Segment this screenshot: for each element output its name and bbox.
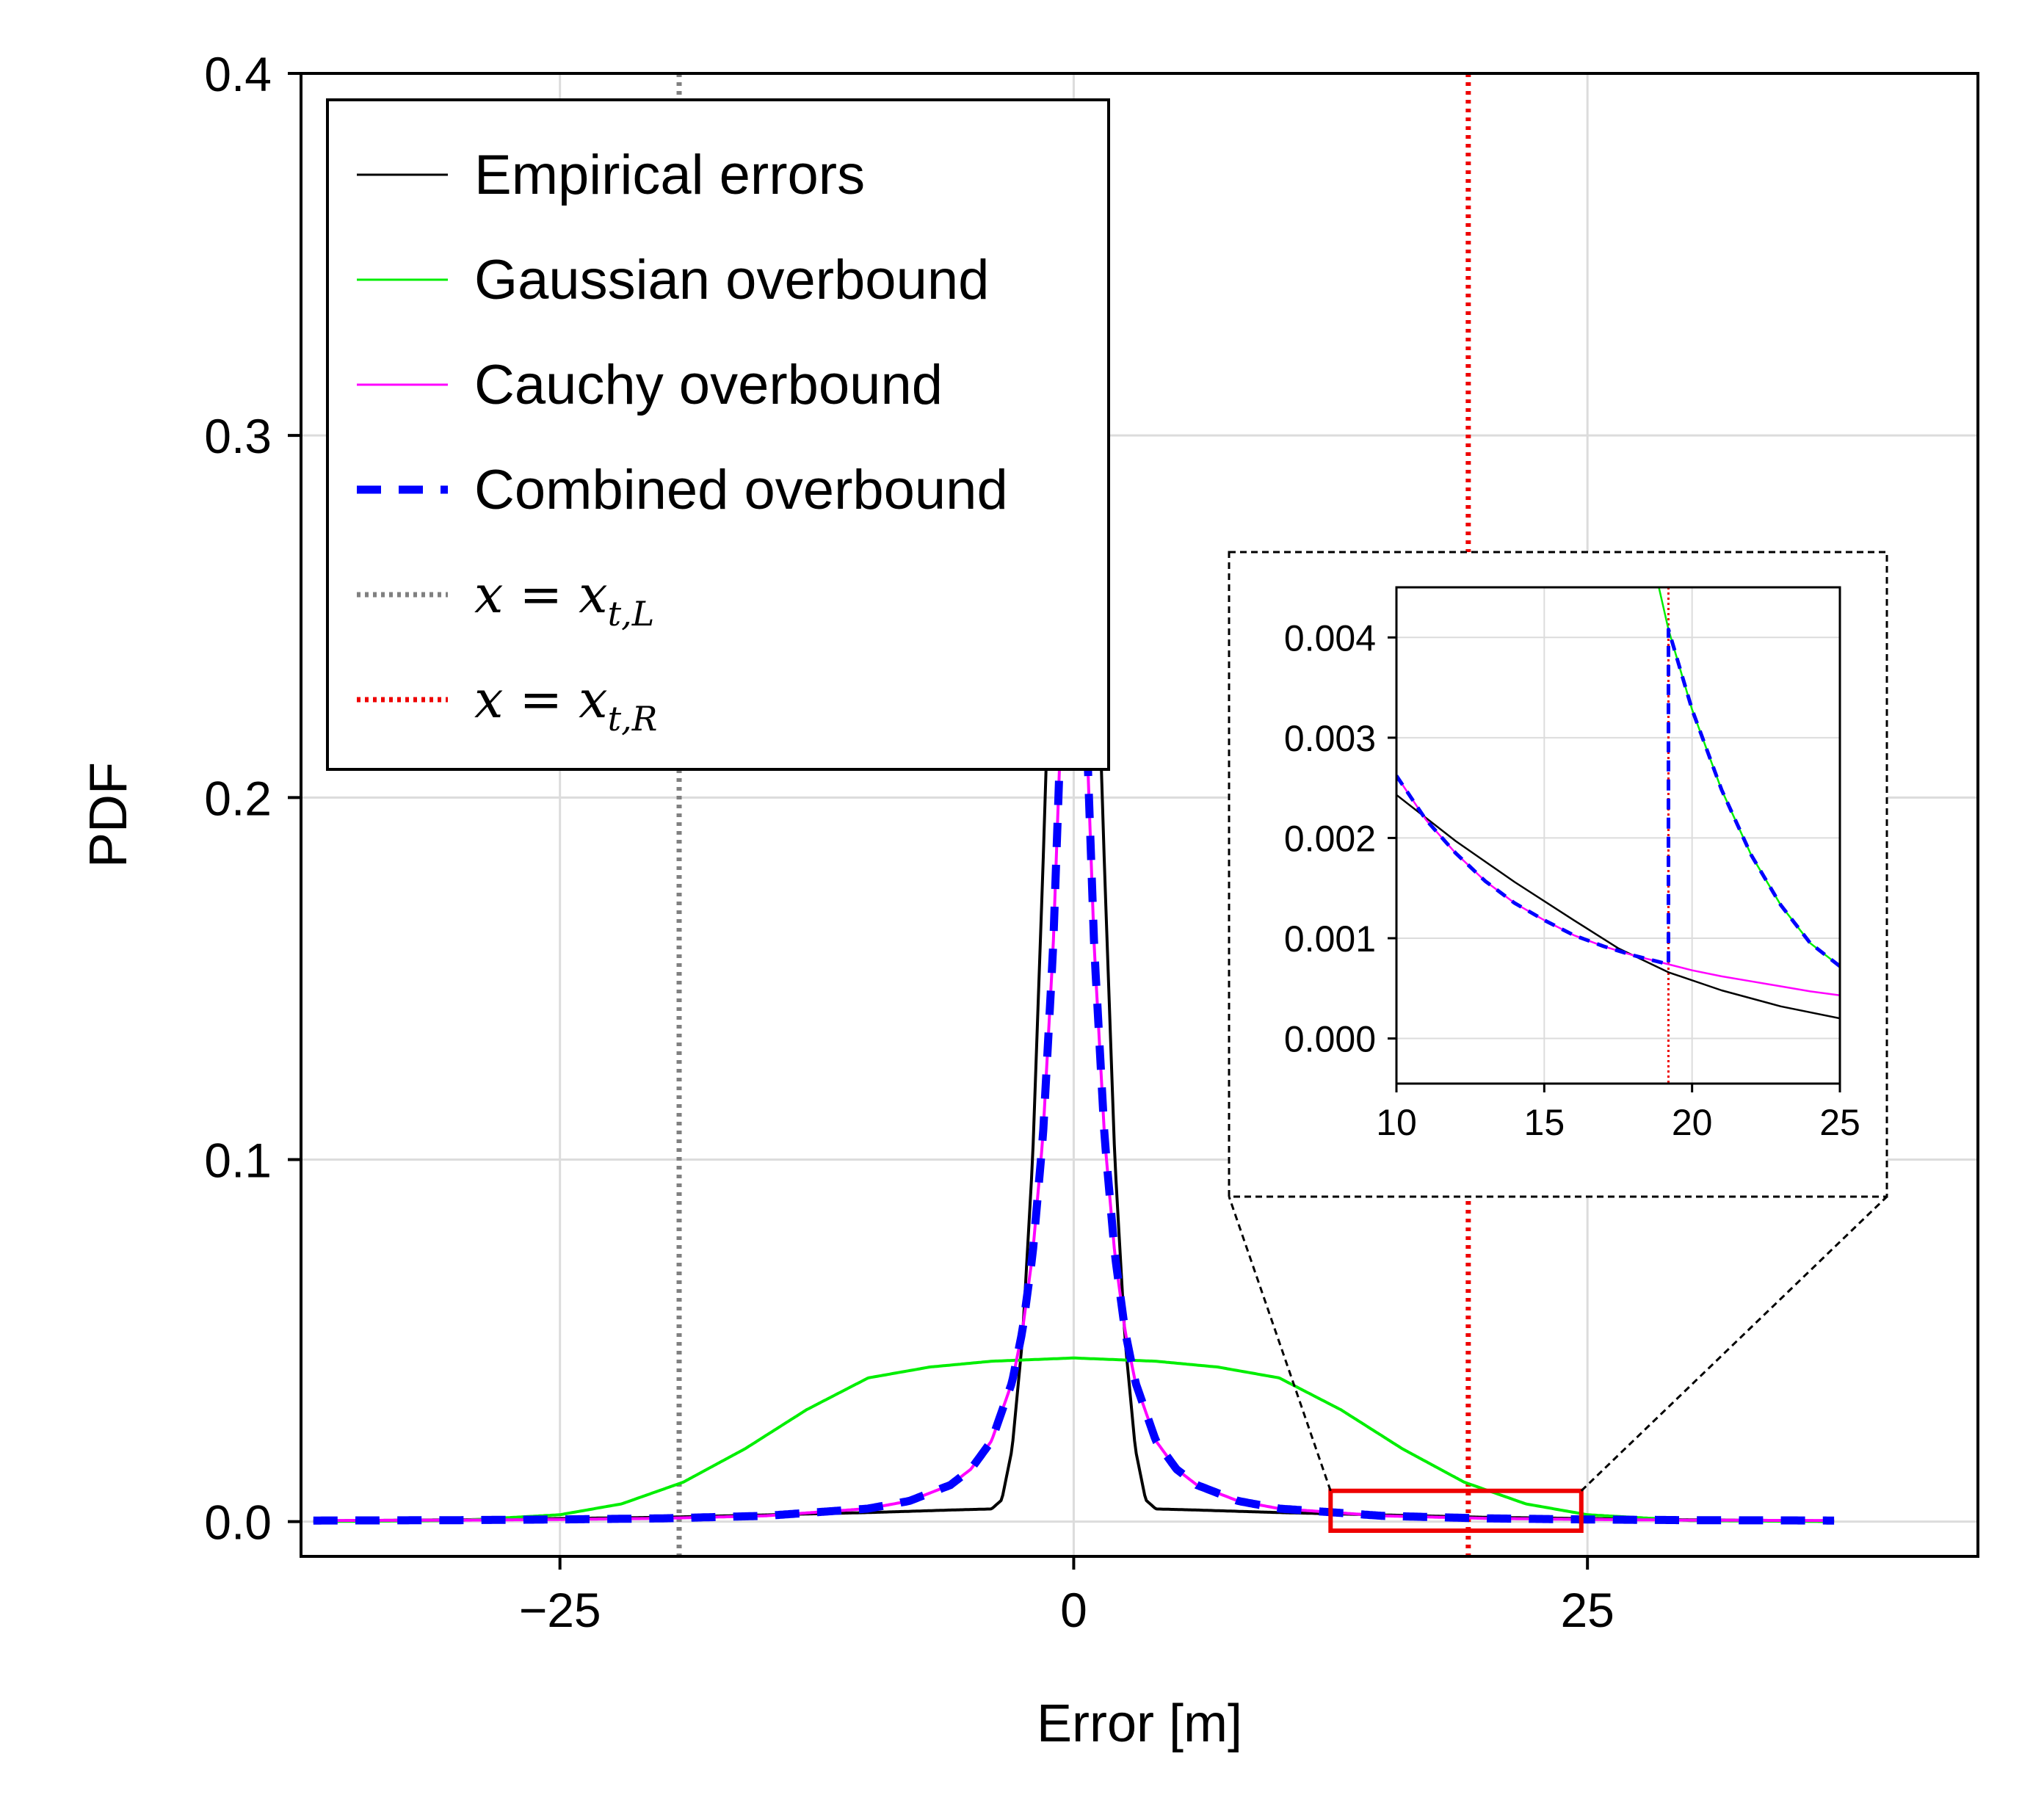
y-tick-label: 0.4 — [204, 47, 272, 101]
legend-frame — [326, 98, 1110, 771]
legend-label-empirical-errors: Empirical errors — [474, 144, 865, 206]
inset-x-tick-label: 10 — [1376, 1102, 1417, 1143]
legend-label-combined-overbound: Combined overbound — [474, 459, 1008, 521]
inset-x-tick-label: 15 — [1524, 1102, 1565, 1143]
inset-x-tick-label: 25 — [1819, 1102, 1860, 1143]
x-tick-label: −25 — [519, 1583, 601, 1637]
legend: Empirical errors Gaussian overbound Cauchy… — [326, 98, 1110, 771]
inset-axis-ticks: 10 15 20 25 0.000 0.001 0.002 0.003 0.004 — [1284, 617, 1860, 1143]
zoom-connector-right — [1580, 1195, 1888, 1492]
inset-series-group — [1396, 587, 1840, 1020]
zoom-connector-left — [1228, 1196, 1332, 1492]
inset-series-combined-overbound — [1396, 627, 1840, 968]
inset-plot-frame — [1395, 586, 1841, 1085]
main-axis-ticks: −25 0 25 0.0 0.1 0.2 0.3 0.4 — [204, 47, 1614, 1637]
x-tick-label: 0 — [1060, 1583, 1087, 1637]
inset-y-tick-label: 0.004 — [1284, 617, 1376, 659]
legend-label-x-x-t-r: x = xt,R — [474, 670, 657, 739]
legend-entries: Empirical errors Gaussian overbound Cauchy… — [357, 144, 1008, 739]
inset-y-tick-label: 0.002 — [1284, 818, 1376, 859]
main-plot-frame — [300, 72, 1979, 1558]
inset-y-tick-label: 0.000 — [1284, 1019, 1376, 1060]
inset-dashed-frame — [1228, 551, 1888, 1198]
x-tick-label: 25 — [1560, 1583, 1614, 1637]
y-tick-label: 0.3 — [204, 409, 272, 463]
y-tick-label: 0.0 — [204, 1495, 272, 1550]
legend-label-gaussian-overbound: Gaussian overbound — [474, 249, 989, 311]
inset-zoom-panel: 10 15 20 25 0.000 0.001 0.002 0.003 0.004 — [1228, 551, 1888, 1198]
x-axis-label: Error [m] — [1037, 1694, 1242, 1753]
y-tick-label: 0.1 — [204, 1133, 272, 1187]
legend-label-x-x-t-l: x = xt,L — [474, 565, 654, 634]
legend-label-cauchy-overbound: Cauchy overbound — [474, 354, 943, 416]
y-tick-label: 0.2 — [204, 771, 272, 825]
inset-y-tick-label: 0.001 — [1284, 918, 1376, 960]
y-axis-label: PDF — [79, 762, 138, 868]
inset-y-tick-label: 0.003 — [1284, 718, 1376, 759]
inset-x-tick-label: 20 — [1672, 1102, 1713, 1143]
inset-series-empirical-errors — [1396, 794, 1840, 1020]
zoom-region-box — [1328, 1488, 1584, 1533]
zoom-connector-lines — [1228, 1195, 1888, 1492]
